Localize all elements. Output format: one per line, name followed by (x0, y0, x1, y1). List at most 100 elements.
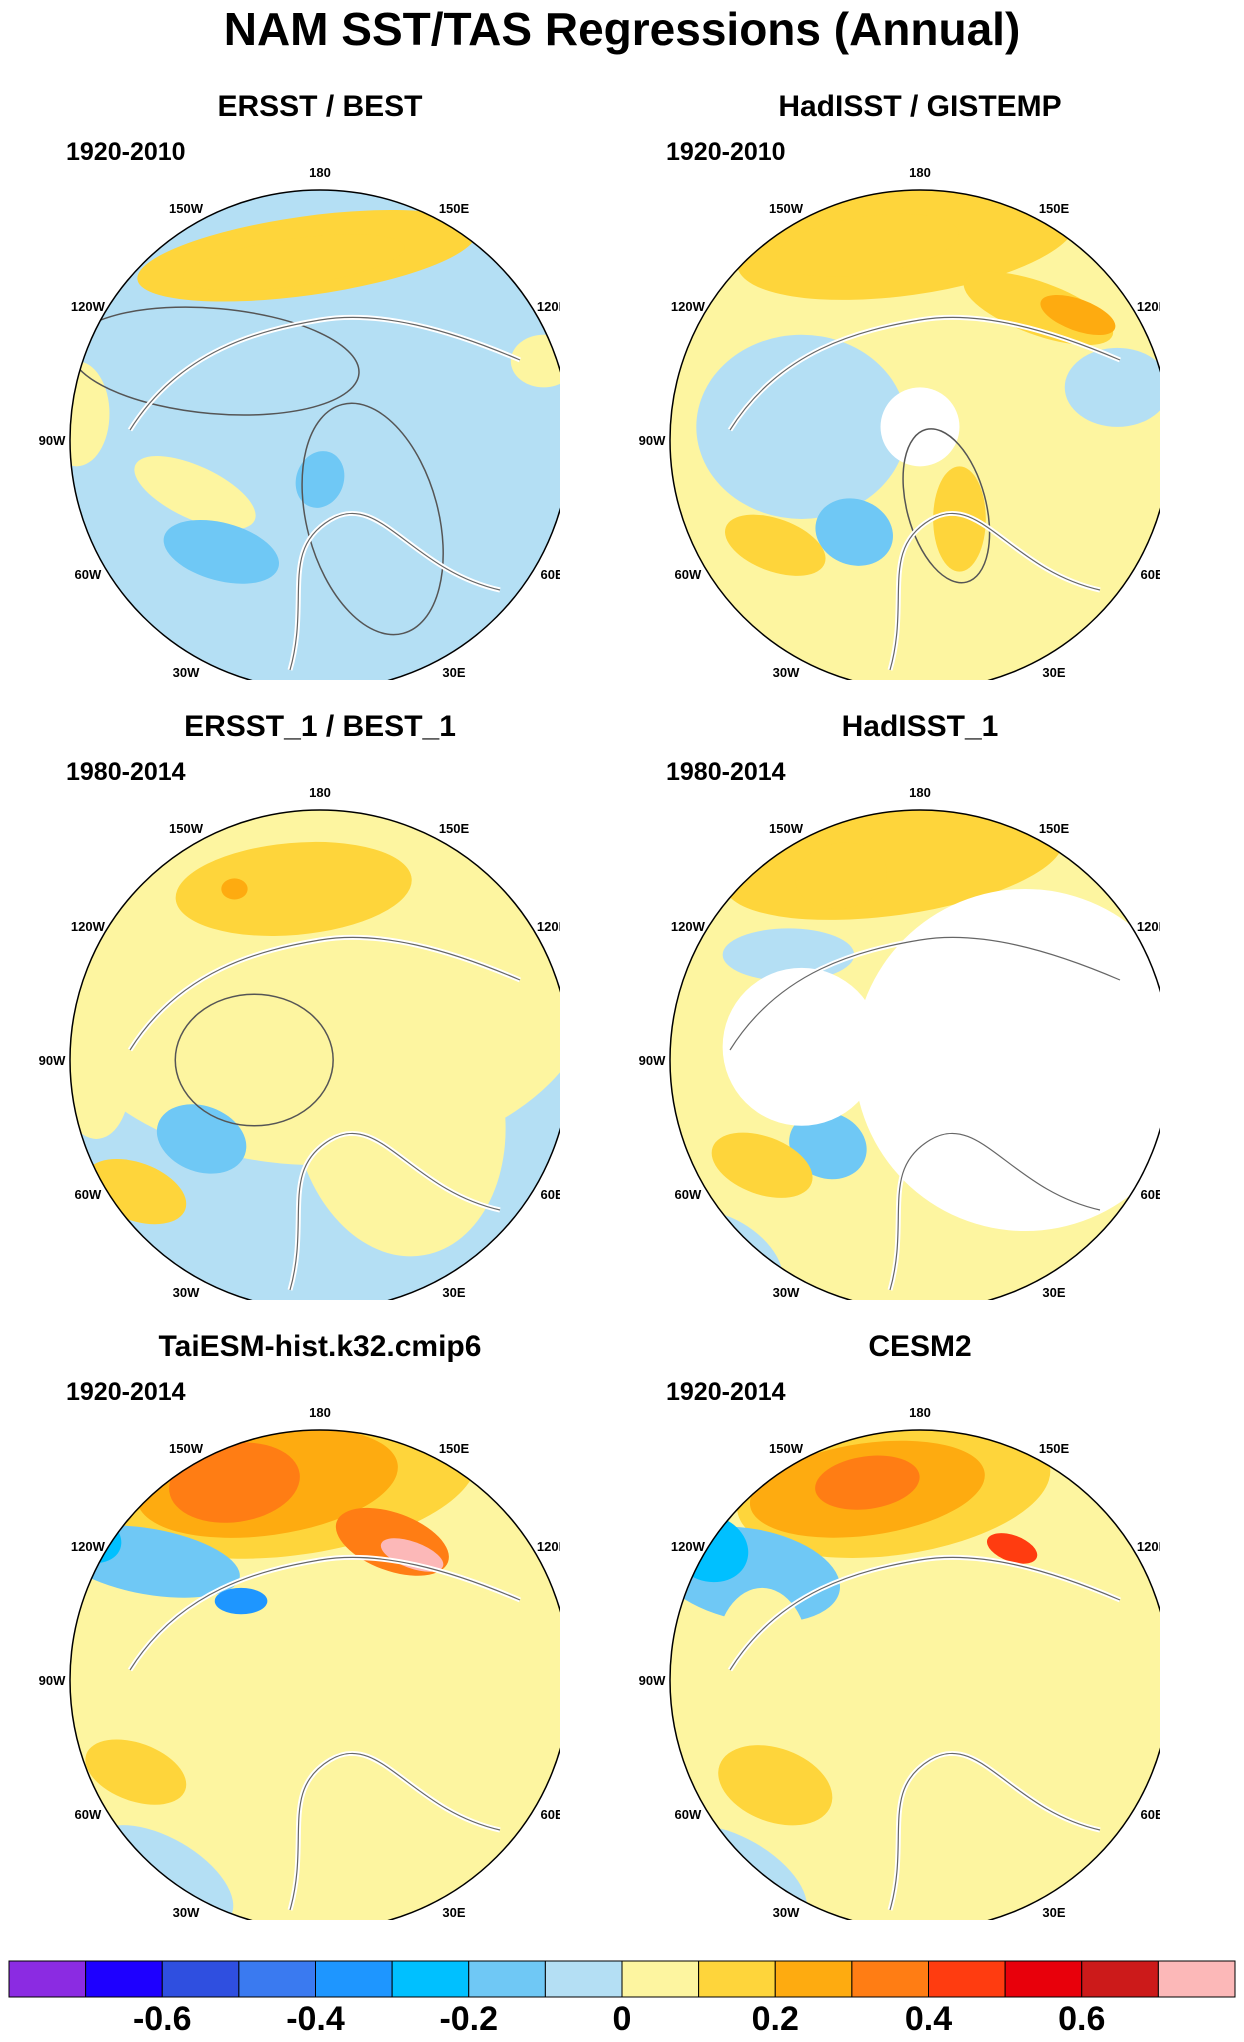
land-mask (722, 967, 881, 1126)
anomaly-region (1064, 347, 1160, 427)
anomaly-region (1040, 294, 1116, 336)
longitude-label: 120W (671, 299, 706, 314)
longitude-label: 180 (309, 165, 331, 180)
longitude-label: 120W (71, 299, 106, 314)
anomaly-region (696, 334, 907, 519)
longitude-label: 60W (75, 1807, 102, 1822)
anomaly-region (724, 514, 826, 576)
coastline-line (729, 1556, 1121, 1671)
longitude-label: 30E (442, 1905, 465, 1920)
longitude-label: 90W (39, 1673, 66, 1688)
longitude-label: 150E (439, 201, 470, 216)
panel-title: TaiESM-hist.k32.cmip6 (158, 1330, 482, 1363)
longitude-label: 30E (1042, 1905, 1065, 1920)
polar-map: 180150E120E90E60E30E030W60W90W120W150W (39, 1405, 560, 1920)
anomaly-region (510, 334, 560, 388)
colorbar-swatch (85, 1960, 163, 1998)
panel-period: 1980-2014 (66, 758, 186, 786)
map-panel: CESM21920-2014180150E120E90E60E30E030W60… (600, 1330, 1160, 1930)
polar-map: 180150E120E90E60E30E030W60W90W120W150W (639, 165, 1160, 680)
panel-period: 1920-2010 (666, 138, 786, 166)
panel-period: 1920-2014 (66, 1378, 186, 1406)
longitude-label: 150W (169, 821, 204, 836)
anomaly-region (776, 213, 959, 277)
coastline-line (889, 1132, 1101, 1291)
coastline-line (129, 936, 521, 1051)
anomaly-region (70, 1033, 130, 1139)
map-border (69, 809, 560, 1300)
coastline-line (129, 316, 521, 431)
longitude-label: 60W (75, 1187, 102, 1202)
longitude-label: 120W (671, 919, 706, 934)
anomaly-region (795, 842, 887, 909)
colorbar-swatch (1081, 1960, 1159, 1998)
anomaly-region (169, 1442, 300, 1523)
anomaly-region (815, 498, 893, 566)
anomaly-region (163, 519, 279, 584)
anomaly-region (789, 1111, 867, 1180)
longitude-label: 60E (541, 1187, 560, 1202)
anomaly-region (182, 234, 405, 291)
longitude-label: 30E (1042, 665, 1065, 680)
panel-period: 1980-2014 (666, 758, 786, 786)
longitude-label: 90W (639, 1673, 666, 1688)
anomaly-region (175, 841, 412, 936)
longitude-label: 30E (442, 665, 465, 680)
longitude-label: 150E (439, 1441, 470, 1456)
anomaly-region (933, 466, 986, 572)
map-border (669, 809, 1160, 1300)
longitude-label: 180 (909, 1405, 931, 1420)
anomaly-region (718, 1745, 833, 1826)
longitude-label: 120W (71, 1539, 106, 1554)
anomaly-region (711, 1132, 813, 1198)
colorbar-swatch (928, 1960, 1006, 1998)
longitude-label: 120E (1137, 1539, 1160, 1554)
colorbar-tick-label: 0.2 (751, 2000, 799, 2038)
longitude-label: 150W (769, 201, 804, 216)
coastline-line (289, 1132, 501, 1291)
panel-title: CESM2 (868, 1330, 972, 1363)
colorbar-swatch (238, 1960, 316, 1998)
coastline-line (889, 1752, 1101, 1911)
map-border (69, 1429, 560, 1920)
coastline-line (729, 936, 1121, 1051)
anomaly-region (986, 1533, 1038, 1564)
colorbar-swatch (391, 1960, 470, 1998)
longitude-label: 30W (773, 665, 800, 680)
map-panel: TaiESM-hist.k32.cmip6 1920-2014 180 150E 120… (0, 1330, 560, 1930)
coastline-line (129, 1556, 521, 1671)
longitude-label: 30W (773, 1905, 800, 1920)
longitude-label: 150W (769, 821, 804, 836)
colorbar-tick-label: 0 (612, 2000, 632, 2038)
longitude-label: 150W (169, 201, 204, 216)
anomaly-region (85, 1739, 187, 1805)
longitude-label: 120E (1137, 299, 1160, 314)
longitude-label: 60E (541, 567, 560, 582)
map-border (669, 189, 1160, 680)
longitude-label: 120W (671, 1539, 706, 1554)
colorbar-tick-label: 0.4 (904, 2000, 953, 2038)
longitude-label: 60W (675, 1187, 702, 1202)
coastline-line (889, 512, 1101, 671)
panel-period: 1920-2014 (666, 1378, 786, 1406)
longitude-label: 150W (169, 1441, 204, 1456)
colorbar-swatch (1004, 1960, 1083, 1998)
longitude-label: 120E (537, 1539, 560, 1554)
colorbar-swatch (851, 1960, 929, 1998)
colorbar-tick-label: -0.2 (439, 2000, 499, 2038)
longitude-label: 30W (173, 1285, 200, 1300)
colorbar-swatch (621, 1960, 700, 1998)
polar-map: 180150E120E90E60E30E030W60W90W120W150W (39, 165, 560, 680)
longitude-label: 150E (439, 821, 470, 836)
colorbar-swatch (544, 1960, 623, 1998)
colorbar-swatch (315, 1960, 393, 1998)
panel-title: ERSST_1 / BEST_1 (184, 710, 456, 743)
polar-map: 180150E120E90E60E30E030W60W90W120W150W (639, 785, 1160, 1300)
land-mask (880, 387, 960, 467)
longitude-label: 60E (541, 1807, 560, 1822)
longitude-label: 150E (1039, 821, 1070, 836)
longitude-label: 90W (639, 433, 666, 448)
map-border (669, 1429, 1160, 1920)
longitude-label: 60E (1141, 1807, 1160, 1822)
longitude-label: 30W (173, 1905, 200, 1920)
